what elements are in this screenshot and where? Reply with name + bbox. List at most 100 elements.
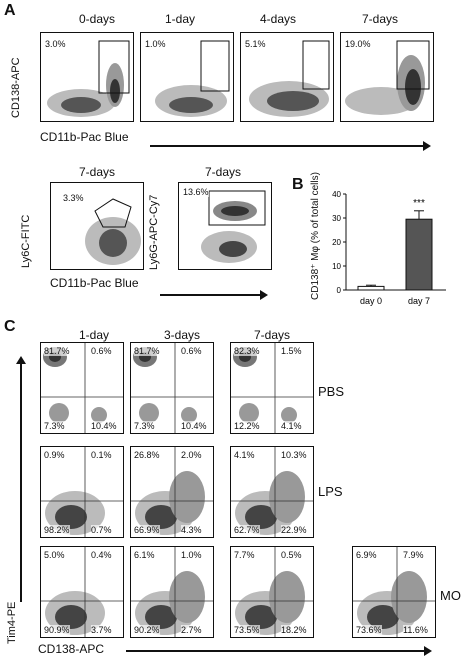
quadrant-pct-tr: 1.5% bbox=[281, 346, 302, 356]
quadrant-pct-tl: 81.7% bbox=[134, 346, 160, 356]
flow-plot-7days: 19.0% bbox=[340, 32, 434, 122]
row-label-lps: LPS bbox=[318, 484, 343, 499]
quadrant-pct-bl: 12.2% bbox=[234, 421, 260, 431]
quadrant-plot: 26.8% 2.0% 66.9% 4.3% bbox=[130, 446, 214, 538]
quadrant-pct-tr: 0.6% bbox=[91, 346, 112, 356]
quadrant-pct-br: 4.1% bbox=[281, 421, 302, 431]
quadrant-pct-tl: 6.9% bbox=[356, 550, 377, 560]
quadrant-pct-bl: 62.7% bbox=[234, 525, 260, 535]
quadrant-plot: 81.7% 0.6% 7.3% 10.4% bbox=[130, 342, 214, 434]
quadrant-pct-tl: 82.3% bbox=[234, 346, 260, 356]
quadrant-pct-br: 22.9% bbox=[281, 525, 307, 535]
quadrant-plot: 6.1% 1.0% 90.2% 2.7% bbox=[130, 546, 214, 638]
x-axis-arrow-bottom bbox=[160, 290, 268, 300]
y-tick-label: 40 bbox=[332, 190, 341, 199]
x-axis-arrow-cd138 bbox=[126, 646, 432, 656]
flow-plot-1day: 1.0% bbox=[140, 32, 234, 122]
gate-pct: 1.0% bbox=[145, 39, 166, 49]
plot-title-7days: 7-days bbox=[361, 12, 399, 26]
y-axis-label-tim4: Tim4-PE bbox=[6, 601, 18, 644]
row-label-pbs: PBS bbox=[318, 384, 345, 399]
quadrant-plot: 5.0% 0.4% 90.9% 3.7% bbox=[40, 546, 124, 638]
quadrant-pct-bl: 73.5% bbox=[234, 625, 260, 635]
significance-marker: *** bbox=[413, 198, 425, 209]
quadrant-pct-bl: 90.9% bbox=[44, 625, 70, 635]
y-axis-arrow-tim4 bbox=[16, 356, 26, 602]
quadrant-pct-tl: 81.7% bbox=[44, 346, 70, 356]
x-tick-label: day 7 bbox=[408, 296, 430, 306]
bar-chart: 0 10 20 30 40 day 0 day 7 *** bbox=[332, 190, 446, 306]
bar bbox=[405, 218, 433, 291]
x-axis-arrow bbox=[150, 141, 431, 151]
row-label-mo: MO bbox=[440, 588, 461, 603]
panel-c-letter: C bbox=[4, 318, 16, 335]
y-tick-label: 0 bbox=[337, 286, 342, 295]
flow-plot-ly6c: 3.3% bbox=[50, 182, 144, 270]
flow-plot-0days: 3.0% bbox=[40, 32, 134, 122]
quadrant-pct-br: 10.4% bbox=[181, 421, 207, 431]
flow-plot-ly6g: 13.6% bbox=[178, 182, 272, 270]
y-axis-label-cd138: CD138-APC bbox=[10, 57, 22, 118]
quadrant-plot: 7.7% 0.5% 73.5% 18.2% bbox=[230, 546, 314, 638]
quadrant-pct-br: 11.6% bbox=[403, 625, 428, 635]
quadrant-pct-br: 2.7% bbox=[181, 625, 202, 635]
plot-title-7days-ly6g: 7-days bbox=[204, 165, 242, 179]
quadrant-plot: 82.3% 1.5% 12.2% 4.1% bbox=[230, 342, 314, 434]
quadrant-plot: 81.7% 0.6% 7.3% 10.4% bbox=[40, 342, 124, 434]
gate-pct: 13.6% bbox=[183, 187, 209, 197]
bar-chart-ylabel: CD138⁺ Mφ (% of total cells) bbox=[310, 172, 321, 300]
y-tick-label: 20 bbox=[332, 238, 341, 247]
quadrant-pct-tl: 26.8% bbox=[134, 450, 160, 460]
quadrant-pct-tl: 6.1% bbox=[134, 550, 155, 560]
quadrant-plot: 6.9% 7.9% 73.6% 11.6% bbox=[352, 546, 436, 638]
quadrant-pct-bl: 66.9% bbox=[134, 525, 160, 535]
quadrant-pct-tr: 7.9% bbox=[403, 550, 424, 560]
quadrant-pct-tr: 10.3% bbox=[281, 450, 307, 460]
quadrant-pct-tr: 0.1% bbox=[91, 450, 112, 460]
x-axis-label-cd11b: CD11b-Pac Blue bbox=[40, 130, 129, 144]
quadrant-pct-bl: 98.2% bbox=[44, 525, 70, 535]
panel-a-letter: A bbox=[4, 2, 16, 19]
quadrant-pct-br: 0.7% bbox=[91, 525, 112, 535]
col-title-7days: 7-days bbox=[253, 328, 291, 342]
col-title-1day: 1-day bbox=[78, 328, 110, 342]
plot-title-4days: 4-days bbox=[259, 12, 297, 26]
plot-title-0days: 0-days bbox=[78, 12, 116, 26]
y-axis-label-ly6g: Ly6G-APC-Cy7 bbox=[148, 194, 160, 270]
quadrant-pct-bl: 90.2% bbox=[134, 625, 160, 635]
gate-pct: 3.0% bbox=[45, 39, 66, 49]
quadrant-pct-tl: 4.1% bbox=[234, 450, 255, 460]
quadrant-plot: 4.1% 10.3% 62.7% 22.9% bbox=[230, 446, 314, 538]
quadrant-pct-br: 3.7% bbox=[91, 625, 112, 635]
quadrant-pct-bl: 7.3% bbox=[134, 421, 155, 431]
y-tick-label: 30 bbox=[332, 214, 341, 223]
quadrant-pct-tr: 1.0% bbox=[181, 550, 202, 560]
y-axis-label-ly6c: Ly6C-FITC bbox=[20, 214, 32, 268]
y-tick-label: 10 bbox=[332, 262, 341, 271]
plot-title-1day: 1-day bbox=[164, 12, 196, 26]
x-tick-label: day 0 bbox=[360, 296, 382, 306]
panel-b-letter: B bbox=[292, 176, 304, 193]
gate-pct: 19.0% bbox=[345, 39, 371, 49]
quadrant-pct-bl: 7.3% bbox=[44, 421, 65, 431]
x-axis-label-cd11b-bottom: CD11b-Pac Blue bbox=[50, 276, 139, 290]
quadrant-pct-tr: 0.5% bbox=[281, 550, 302, 560]
gate-pct: 5.1% bbox=[245, 39, 266, 49]
gate-pct: 3.3% bbox=[63, 193, 84, 203]
quadrant-pct-tr: 0.4% bbox=[91, 550, 112, 560]
quadrant-pct-br: 4.3% bbox=[181, 525, 202, 535]
quadrant-pct-tl: 5.0% bbox=[44, 550, 65, 560]
quadrant-pct-bl: 73.6% bbox=[356, 625, 382, 635]
quadrant-pct-br: 10.4% bbox=[91, 421, 117, 431]
quadrant-pct-tl: 7.7% bbox=[234, 550, 255, 560]
plot-title-7days-ly6c: 7-days bbox=[78, 165, 116, 179]
quadrant-pct-br: 18.2% bbox=[281, 625, 307, 635]
bar bbox=[357, 285, 385, 291]
flow-plot-4days: 5.1% bbox=[240, 32, 334, 122]
quadrant-pct-tr: 0.6% bbox=[181, 346, 202, 356]
quadrant-plot: 0.9% 0.1% 98.2% 0.7% bbox=[40, 446, 124, 538]
col-title-3days: 3-days bbox=[163, 328, 201, 342]
x-axis-label-cd138: CD138-APC bbox=[38, 642, 105, 656]
quadrant-pct-tr: 2.0% bbox=[181, 450, 202, 460]
quadrant-pct-tl: 0.9% bbox=[44, 450, 65, 460]
